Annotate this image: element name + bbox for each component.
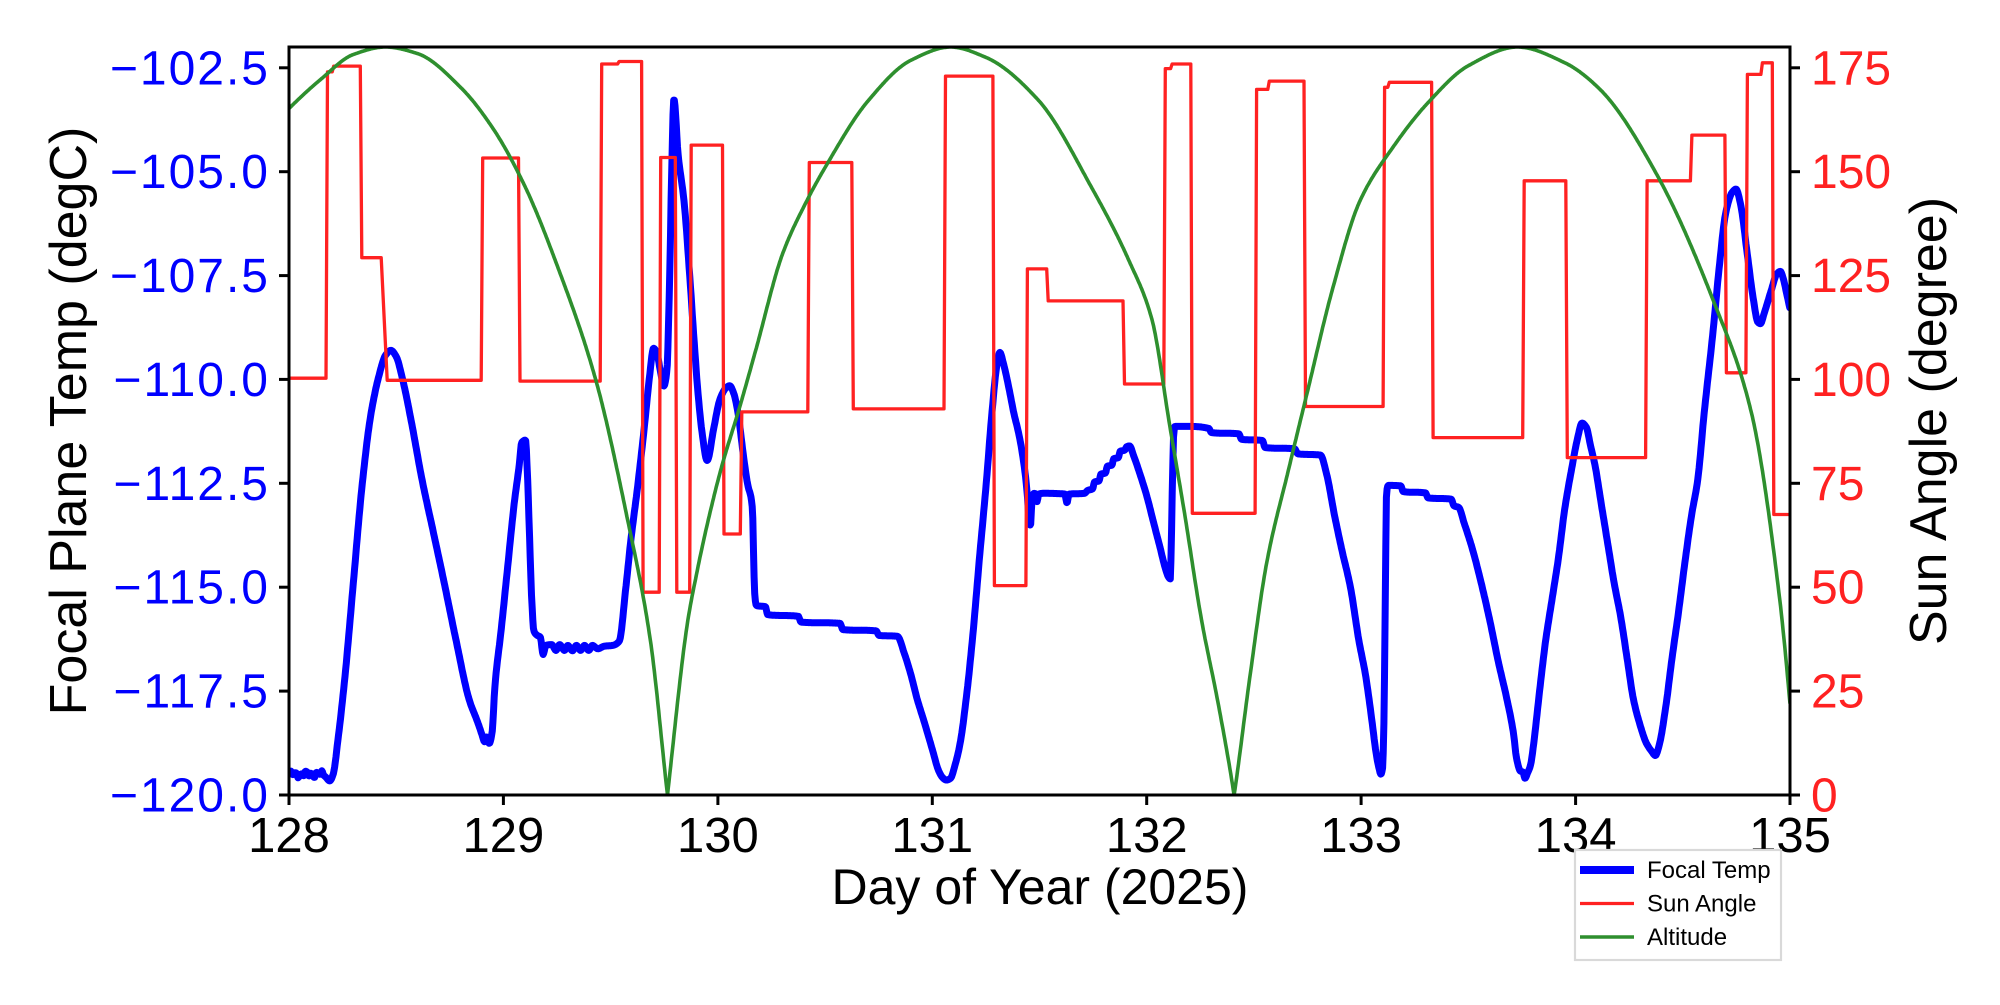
svg-text:175: 175	[1811, 42, 1891, 95]
svg-text:125: 125	[1811, 250, 1891, 303]
svg-text:100: 100	[1811, 354, 1891, 407]
svg-text:−107.5: −107.5	[110, 250, 270, 303]
svg-text:50: 50	[1811, 562, 1864, 615]
svg-text:129: 129	[463, 809, 545, 863]
svg-text:130: 130	[677, 809, 759, 863]
svg-text:0: 0	[1811, 770, 1838, 823]
svg-text:−110.0: −110.0	[113, 354, 270, 407]
svg-text:25: 25	[1811, 666, 1864, 719]
svg-text:Day of Year (2025): Day of Year (2025)	[832, 859, 1249, 915]
svg-text:Sun Angle: Sun Angle	[1647, 891, 1756, 918]
svg-text:−105.0: −105.0	[110, 146, 270, 199]
svg-text:133: 133	[1320, 809, 1402, 863]
svg-text:−102.5: −102.5	[110, 42, 270, 95]
svg-text:−112.5: −112.5	[113, 458, 270, 511]
svg-text:−120.0: −120.0	[110, 770, 270, 823]
svg-text:Focal Temp: Focal Temp	[1647, 857, 1771, 884]
svg-text:150: 150	[1811, 146, 1891, 199]
svg-text:Altitude: Altitude	[1647, 924, 1727, 951]
svg-text:75: 75	[1811, 458, 1864, 511]
svg-text:132: 132	[1106, 809, 1188, 863]
svg-text:−115.0: −115.0	[113, 562, 270, 615]
svg-text:128: 128	[248, 809, 330, 863]
svg-text:−117.5: −117.5	[113, 666, 270, 719]
svg-text:Sun Angle (degree): Sun Angle (degree)	[1900, 197, 1958, 645]
svg-text:131: 131	[891, 809, 973, 863]
svg-text:Focal Plane Temp (degC): Focal Plane Temp (degC)	[40, 127, 98, 716]
